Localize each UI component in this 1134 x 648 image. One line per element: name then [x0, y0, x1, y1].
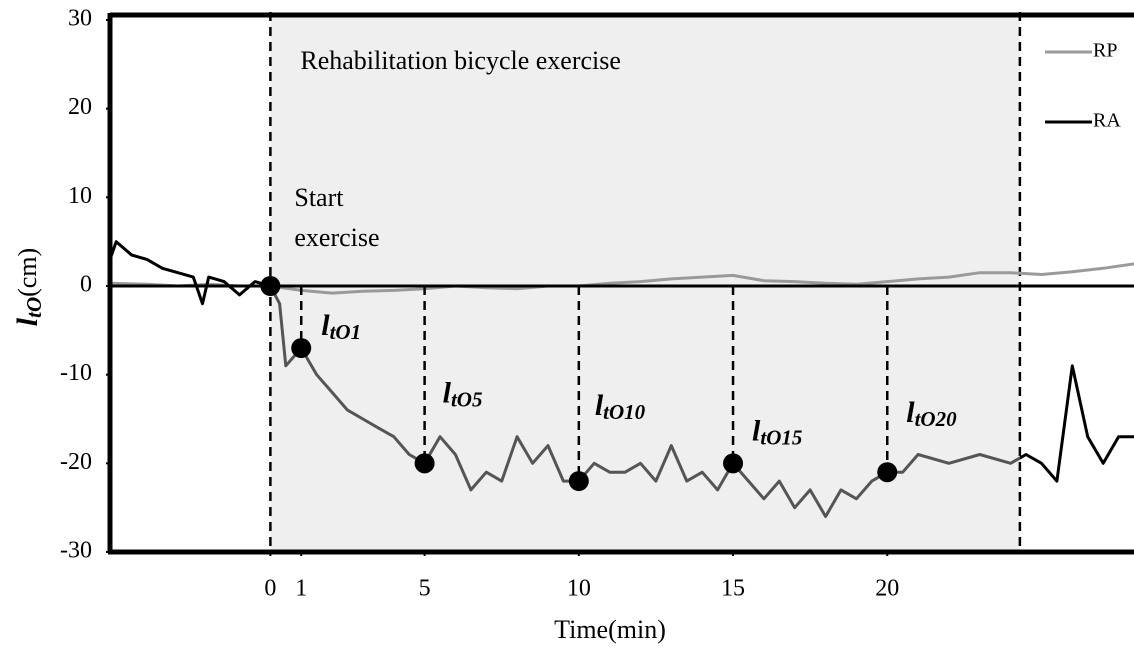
y-tick-label: -20 — [60, 449, 92, 475]
marker-label: ltO10 — [595, 389, 646, 424]
label-main: l — [443, 376, 452, 409]
y-tick-label: 20 — [68, 94, 92, 120]
label-sub: tO20 — [915, 407, 958, 431]
marker-label: ltO20 — [906, 396, 957, 431]
label-sub: tO5 — [451, 387, 483, 411]
label-sub: tO10 — [603, 400, 646, 424]
marker — [568, 471, 589, 492]
label-main: l — [752, 414, 761, 447]
marker — [260, 276, 281, 296]
x-tick-label: 10 — [567, 576, 591, 602]
start-label: Start — [294, 183, 344, 212]
y-title-main: l — [11, 317, 44, 326]
start-label: exercise — [294, 223, 379, 252]
x-tick-label: 15 — [721, 576, 745, 602]
legend-label: RA — [1093, 110, 1121, 132]
marker-label: ltO15 — [752, 414, 802, 449]
x-axis-title: Time(min) — [554, 615, 666, 644]
marker — [291, 338, 312, 359]
marker-label: ltO5 — [443, 376, 483, 411]
x-tick-label: 0 — [264, 576, 276, 602]
y-tick-label: 30 — [68, 6, 92, 32]
legend-label: RP — [1093, 40, 1117, 62]
y-tick-label: -10 — [60, 360, 92, 386]
marker — [877, 462, 898, 483]
marker — [414, 453, 435, 474]
region-label: Rehabilitation bicycle exercise — [300, 46, 621, 75]
y-title-sub: tO — [22, 297, 46, 318]
y-axis-title: ltO(cm) — [11, 248, 46, 326]
marker-label: ltO1 — [321, 309, 361, 344]
y-tick-label: -30 — [60, 538, 92, 564]
label-main: l — [906, 396, 915, 429]
exercise-region — [270, 15, 1020, 552]
label-sub: tO1 — [330, 320, 362, 344]
marker — [723, 453, 744, 474]
x-tick-label: 1 — [295, 576, 307, 602]
y-tick-label: 10 — [68, 183, 92, 209]
series-line — [109, 262, 1134, 295]
y-title-unit: (cm) — [13, 248, 42, 297]
label-sub: tO15 — [760, 425, 802, 449]
y-tick-label: 0 — [80, 272, 92, 298]
x-tick-label: 5 — [419, 576, 431, 602]
label-main: l — [321, 309, 330, 342]
label-main: l — [595, 389, 604, 422]
x-tick-label: 20 — [875, 576, 899, 602]
